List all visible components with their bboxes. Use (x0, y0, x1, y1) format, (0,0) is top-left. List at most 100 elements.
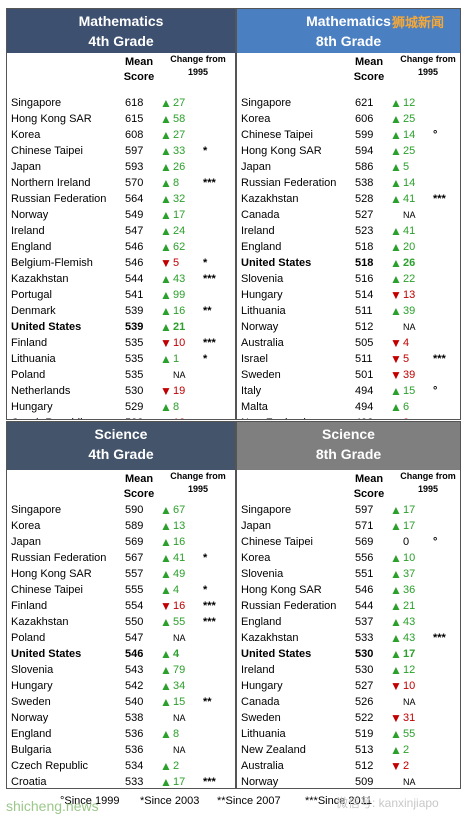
change-arrow: ▲ (160, 695, 172, 709)
table-row: Japan 593 ▲ 26 (7, 159, 235, 175)
mean-score: 526 (355, 696, 374, 708)
country: Israel (241, 353, 268, 365)
mean-score: 597 (355, 504, 374, 516)
panel-title: Science (322, 426, 375, 442)
footnote-marker: *** (203, 776, 216, 788)
change-arrow: ▲ (390, 240, 402, 254)
footnote-marker: ° (433, 129, 438, 141)
country: Bulgaria (11, 744, 52, 756)
table-row: Northern Ireland 570 ▲ 8 *** (7, 175, 235, 191)
mean-score: 549 (125, 209, 144, 221)
mean-score: 539 (125, 321, 144, 333)
change: 49 (173, 568, 186, 580)
country: Korea (241, 552, 271, 564)
mean-score: 589 (125, 520, 144, 532)
change: 55 (173, 616, 186, 628)
column-header: Mean Score (353, 473, 385, 500)
table-row: England 537 ▲ 43 (237, 614, 460, 630)
change: 10 (403, 680, 416, 692)
table-row: New Zealand 513 ▲ 2 (237, 742, 460, 758)
change: 67 (173, 504, 186, 516)
change: 12 (403, 664, 416, 676)
country: Chinese Taipei (241, 536, 313, 548)
country: Czech Republic (11, 415, 88, 419)
footnote-marker: * (203, 552, 208, 564)
change: 6 (403, 401, 410, 413)
change: NA (403, 697, 416, 707)
table-row: England 536 ▲ 8 (7, 726, 235, 742)
change: 27 (173, 129, 186, 141)
table-row: Sweden 501 ▼ 39 (237, 367, 460, 383)
footnote: *Since 2003 (140, 795, 200, 807)
change-arrow: ▲ (160, 192, 172, 206)
footnote: ***Since 2011 (305, 795, 373, 807)
change-arrow: ▲ (390, 663, 402, 677)
country: Hungary (241, 289, 283, 301)
country: Hong Kong SAR (11, 568, 92, 580)
mean-score: 505 (355, 337, 374, 349)
country: Kazakhstan (241, 193, 299, 205)
country: Singapore (11, 97, 62, 109)
change-arrow: ▼ (390, 288, 402, 302)
change-arrow: ▲ (160, 583, 172, 597)
country: New Zealand (241, 415, 306, 419)
table-panel: Science 4th Grade Mean Score Change from 19… (6, 421, 236, 789)
table-row: Japan 586 ▲ 5 (237, 159, 460, 175)
footnote-marker: *** (203, 337, 216, 349)
change-arrow: ▲ (160, 208, 172, 222)
panel-subtitle: 4th Grade (88, 33, 154, 49)
change: NA (173, 633, 186, 643)
mean-score: 538 (125, 712, 144, 724)
mean-score: 586 (355, 161, 374, 173)
change: 8 (173, 728, 180, 740)
mean-score: 597 (125, 145, 144, 157)
change: 41 (403, 225, 416, 237)
change-arrow: ▲ (390, 304, 402, 318)
country: Hungary (11, 680, 53, 692)
country: Slovenia (241, 568, 284, 580)
panel-title: Science (94, 426, 148, 442)
footnote: **Since 2007 (217, 795, 281, 807)
mean-score: 564 (125, 193, 144, 205)
country: Korea (11, 129, 41, 141)
table-row: Malta 494 ▲ 6 (237, 399, 460, 415)
country: Hong Kong SAR (11, 113, 92, 125)
country: United States (11, 321, 82, 333)
change: 17 (173, 209, 186, 221)
change-arrow: ▲ (160, 240, 172, 254)
mean-score: 608 (125, 129, 144, 141)
footnote-marker: * (203, 145, 208, 157)
watermark: shicheng.news (6, 798, 99, 814)
mean-score: 606 (355, 113, 374, 125)
change: 2 (403, 744, 410, 756)
change: 25 (403, 145, 416, 157)
country: Japan (241, 161, 271, 173)
table-row: Kazakhstan 533 ▲ 43 *** (237, 630, 460, 646)
table-panel: Science 8th Grade Mean Score Change from 19… (236, 421, 461, 789)
mean-score: 555 (125, 584, 144, 596)
change-arrow: ▲ (160, 272, 172, 286)
change-arrow: ▲ (390, 176, 402, 190)
table-row: United States 539 ▲ 21 (7, 319, 235, 335)
table-row: Korea 608 ▲ 27 (7, 127, 235, 143)
change-arrow: ▲ (390, 503, 402, 517)
table-row: Korea 589 ▲ 13 (7, 518, 235, 534)
mean-score: 523 (355, 225, 374, 237)
change: 79 (173, 664, 186, 676)
table-row: Kazakhstan 544 ▲ 43 *** (7, 271, 235, 287)
mean-score: 593 (125, 161, 144, 173)
change: 21 (403, 600, 416, 612)
change-arrow: ▲ (390, 96, 402, 110)
mean-score: 543 (125, 664, 144, 676)
change: 4 (173, 648, 180, 660)
change: 55 (403, 728, 416, 740)
mean-score: 530 (355, 648, 374, 660)
footnote-marker: ** (203, 696, 212, 708)
country: Kazakhstan (11, 273, 69, 285)
mean-score: 516 (355, 273, 374, 285)
change-arrow: ▲ (390, 631, 402, 645)
change: 2 (403, 760, 410, 772)
table-row: Hong Kong SAR 546 ▲ 36 (237, 582, 460, 598)
change: 34 (173, 680, 186, 692)
table-row: United States 530 ▲ 17 (237, 646, 460, 662)
